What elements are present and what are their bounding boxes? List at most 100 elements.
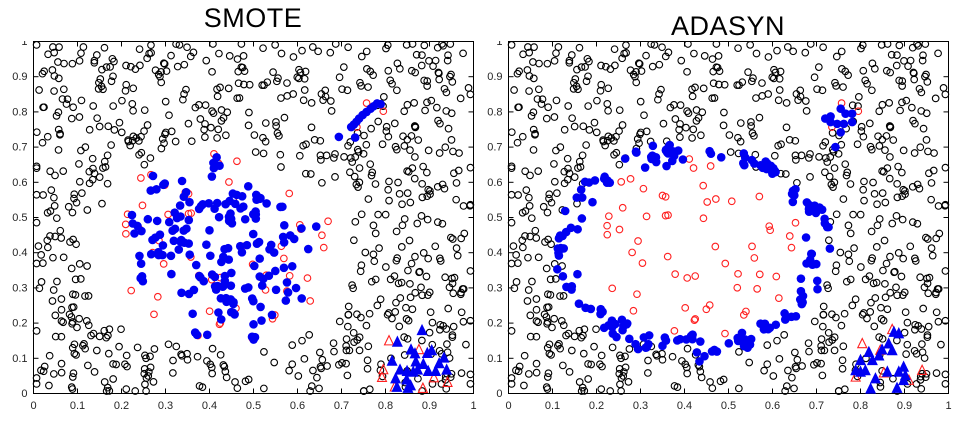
majority-samples-point [521,167,530,176]
majority-samples-point [590,342,598,351]
smote-synthetic-samples-point [221,199,230,209]
y-tick-label: 1 [21,41,27,48]
majority-samples-point [87,331,95,340]
majority-samples-point [544,303,553,311]
majority-samples-point [931,94,940,103]
majority-samples-point [604,106,612,115]
majority-samples-point [556,292,564,300]
majority-samples-point [875,215,884,223]
majority-samples-point [845,257,854,266]
minority-samples-point [617,178,626,186]
synthetic-triangle-samples-point [391,380,403,392]
x-tick-label: 0.3 [158,400,173,412]
majority-samples-point [758,79,766,87]
majority-samples-point [554,43,563,51]
majority-samples-point [167,51,175,60]
minority-samples-point [699,214,708,223]
majority-samples-point [295,151,304,160]
majority-samples-point [579,349,588,358]
smote-synthetic-samples-point [206,251,215,261]
smote-synthetic-samples-point [240,214,250,224]
majority-samples-point [915,184,924,193]
majority-samples-point [438,219,447,228]
majority-samples-point [195,382,204,390]
majority-samples-point [77,49,85,58]
majority-samples-point [196,115,205,123]
majority-samples-point [410,98,418,107]
majority-samples-point [386,275,395,284]
majority-samples-point [32,190,41,199]
minority-triangle-samples-point [916,363,928,375]
majority-samples-point [99,85,107,94]
smote-synthetic-samples-point [230,310,239,319]
adasyn-synthetic-samples-point [577,214,587,223]
majority-samples-point [832,210,841,219]
x-tick-label: 0.4 [677,400,692,412]
majority-samples-point [45,381,53,390]
majority-samples-point [763,360,772,369]
majority-samples-point [564,164,572,173]
majority-samples-point [423,98,431,107]
smote-synthetic-samples-point [146,249,156,259]
majority-samples-point [426,308,435,317]
majority-samples-point [458,285,467,293]
majority-samples-point [89,329,98,338]
smote-synthetic-samples-point [155,230,165,239]
majority-samples-point [277,163,285,171]
majority-samples-point [402,41,411,49]
majority-samples-point [234,79,243,88]
y-tick-label: 0.6 [12,177,27,189]
majority-samples-point [819,141,827,150]
majority-samples-point [115,118,124,127]
majority-samples-point [154,70,163,79]
minority-triangle-samples-point [413,343,425,355]
majority-samples-point [165,111,173,120]
smote-synthetic-samples-point [154,250,163,260]
adasyn-synthetic-samples-point [796,286,806,296]
majority-samples-point [359,149,368,158]
adasyn-synthetic-samples-point [596,309,605,319]
majority-samples-point [46,167,55,176]
adasyn-synthetic-samples-point [651,157,661,167]
majority-samples-point [512,366,520,375]
majority-samples-point [838,356,847,365]
majority-samples-point [927,244,936,252]
majority-samples-point [272,118,280,126]
majority-samples-point [68,373,77,381]
majority-samples-point [417,211,426,220]
majority-samples-point [83,206,92,214]
majority-samples-point [615,365,624,373]
majority-samples-point [552,49,560,58]
majority-samples-point [664,48,673,57]
majority-samples-point [900,288,909,297]
majority-samples-point [518,132,527,141]
majority-samples-point [584,102,593,110]
majority-samples-point [68,208,77,217]
adasyn-synthetic-samples-point [696,337,705,346]
majority-samples-point [48,66,57,74]
majority-samples-point [734,44,742,53]
majority-samples-point [408,41,417,48]
majority-samples-point [882,259,891,268]
majority-samples-point [615,369,624,378]
majority-samples-point [916,273,925,282]
majority-samples-point [893,51,901,59]
majority-samples-point [629,70,638,79]
minority-samples-point [681,303,690,312]
majority-samples-point [403,100,412,109]
majority-samples-point [129,132,138,141]
majority-samples-point [344,311,353,319]
majority-samples-point [875,107,884,116]
majority-samples-point [367,171,376,180]
y-tick-label: 0.5 [487,212,502,224]
majority-samples-point [521,207,530,215]
majority-samples-point [274,74,282,82]
majority-samples-point [823,281,831,289]
minority-triangle-samples-point [417,381,429,393]
majority-samples-point [410,174,419,183]
majority-samples-point [709,67,718,76]
majority-samples-point [72,198,81,207]
majority-samples-point [714,52,723,60]
majority-samples-point [453,251,462,260]
majority-samples-point [878,167,886,175]
